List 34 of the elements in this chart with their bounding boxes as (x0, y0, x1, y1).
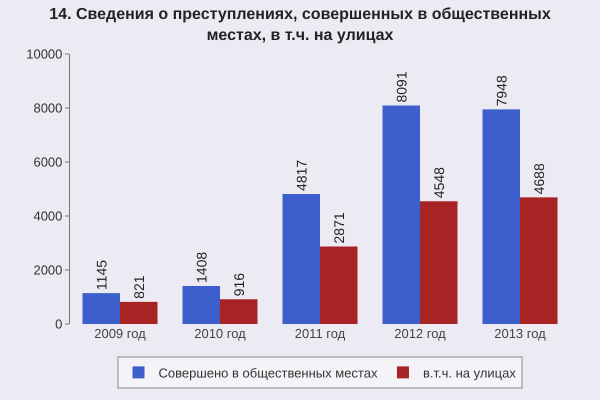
data-label: 4817 (293, 160, 310, 191)
y-tick-label: 6000 (33, 154, 62, 170)
y-tick-label: 8000 (33, 100, 62, 116)
data-label: 1408 (193, 252, 210, 283)
x-tick-label: 2011 год (294, 326, 346, 341)
data-label: 4688 (530, 163, 547, 194)
data-label: 1145 (93, 260, 110, 290)
data-label: 4548 (430, 166, 447, 198)
bar (482, 109, 520, 324)
data-label: 8091 (393, 71, 410, 103)
x-tick-label: 2009 год (94, 326, 146, 341)
y-tick-label: 2000 (33, 262, 62, 278)
bar (320, 246, 358, 324)
bar (382, 106, 420, 324)
bar (220, 299, 258, 324)
data-label: 2871 (330, 212, 347, 244)
data-label: 916 (230, 272, 247, 296)
data-label: 7948 (493, 75, 510, 106)
bar (420, 201, 458, 324)
x-tick-label: 2012 год (394, 326, 446, 341)
y-tick-label: 0 (55, 316, 62, 332)
y-tick-label: 4000 (33, 208, 62, 224)
legend-label: в.т.ч. на улицах (422, 365, 516, 380)
legend-label: Совершено в общественных местах (158, 365, 378, 380)
chart-title: 14. Сведения о преступлениях, совершенных в общественных местах, в т.ч. на улицах (49, 6, 551, 44)
bar (182, 286, 220, 324)
bar (520, 197, 558, 324)
data-label: 821 (130, 275, 147, 299)
y-tick-label: 10000 (26, 46, 62, 62)
x-tick-label: 2010 год (194, 326, 246, 341)
x-tick-label: 2013 год (494, 326, 546, 341)
bar (82, 293, 120, 324)
bar (282, 194, 320, 324)
bar (120, 302, 158, 324)
